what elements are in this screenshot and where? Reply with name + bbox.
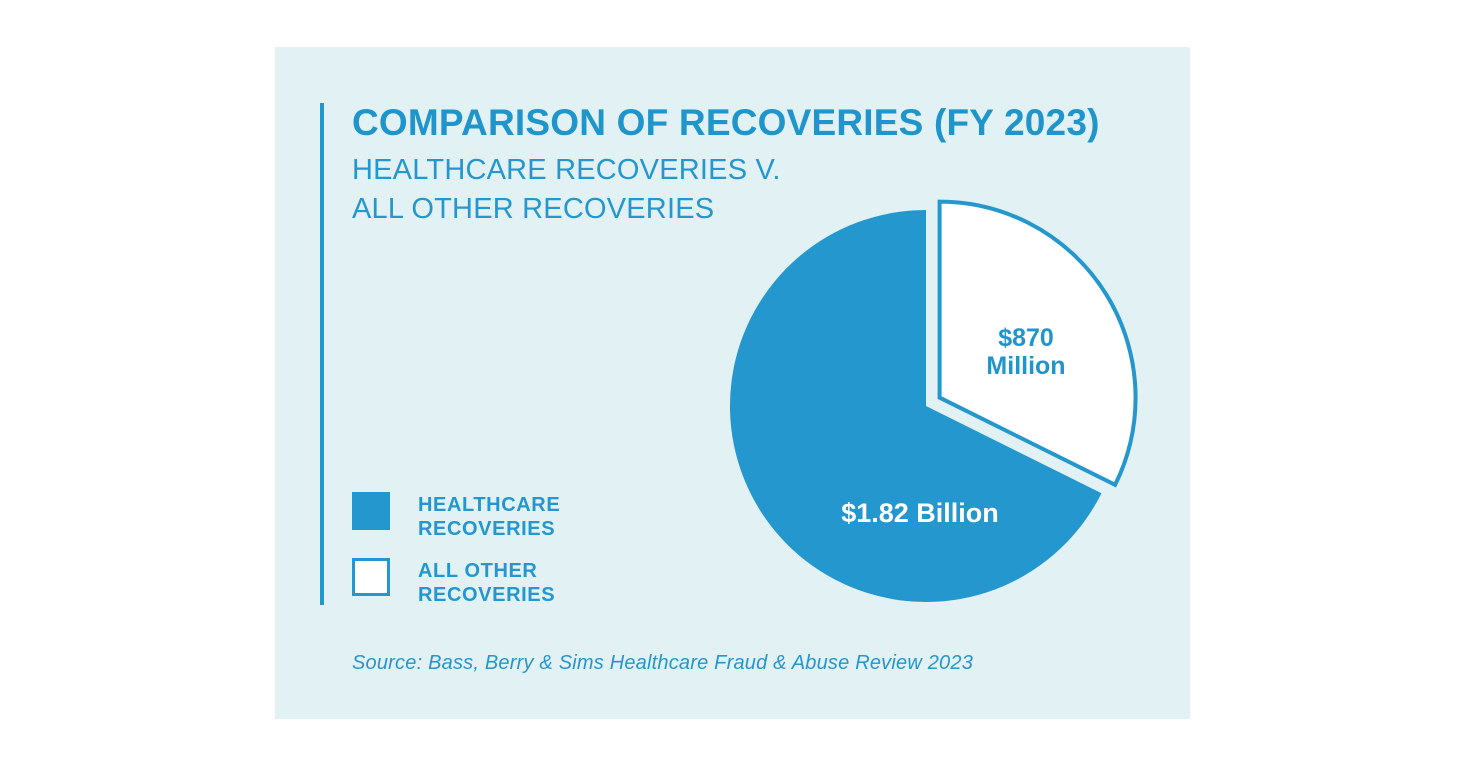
legend-label-all-other: ALL OTHER RECOVERIES [418, 558, 555, 607]
pie-label-healthcare: $1.82 Billion [841, 498, 999, 528]
legend-label-healthcare-line1: HEALTHCARE [418, 494, 561, 516]
infographic-card: COMPARISON OF RECOVERIES (FY 2023) HEALT… [275, 47, 1190, 719]
legend-label-all-other-line1: ALL OTHER [418, 560, 538, 582]
pie-chart: $870 Million $1.82 Billion [729, 199, 1138, 602]
source-attribution: Source: Bass, Berry & Sims Healthcare Fr… [352, 652, 974, 674]
chart-title: COMPARISON OF RECOVERIES (FY 2023) [352, 102, 1100, 143]
legend-swatch-all-other [352, 558, 390, 596]
legend-swatch-healthcare [352, 492, 390, 530]
chart-subtitle-line1: HEALTHCARE RECOVERIES V. [352, 154, 781, 186]
chart-subtitle: HEALTHCARE RECOVERIES V. ALL OTHER RECOV… [352, 151, 781, 229]
pie-slice-other [937, 199, 1138, 488]
legend-item-healthcare: HEALTHCARE RECOVERIES [352, 492, 560, 541]
legend-item-all-other: ALL OTHER RECOVERIES [352, 558, 555, 607]
pie-slice-healthcare [729, 210, 1102, 602]
vertical-accent-rule [320, 103, 324, 605]
chart-subtitle-line2: ALL OTHER RECOVERIES [352, 193, 715, 225]
legend-label-healthcare-line2: RECOVERIES [418, 518, 556, 540]
legend-label-all-other-line2: RECOVERIES [418, 584, 556, 606]
pie-label-other-line1: $870 [998, 324, 1054, 352]
legend-label-healthcare: HEALTHCARE RECOVERIES [418, 492, 560, 541]
pie-label-other-line2: Million [986, 352, 1065, 380]
